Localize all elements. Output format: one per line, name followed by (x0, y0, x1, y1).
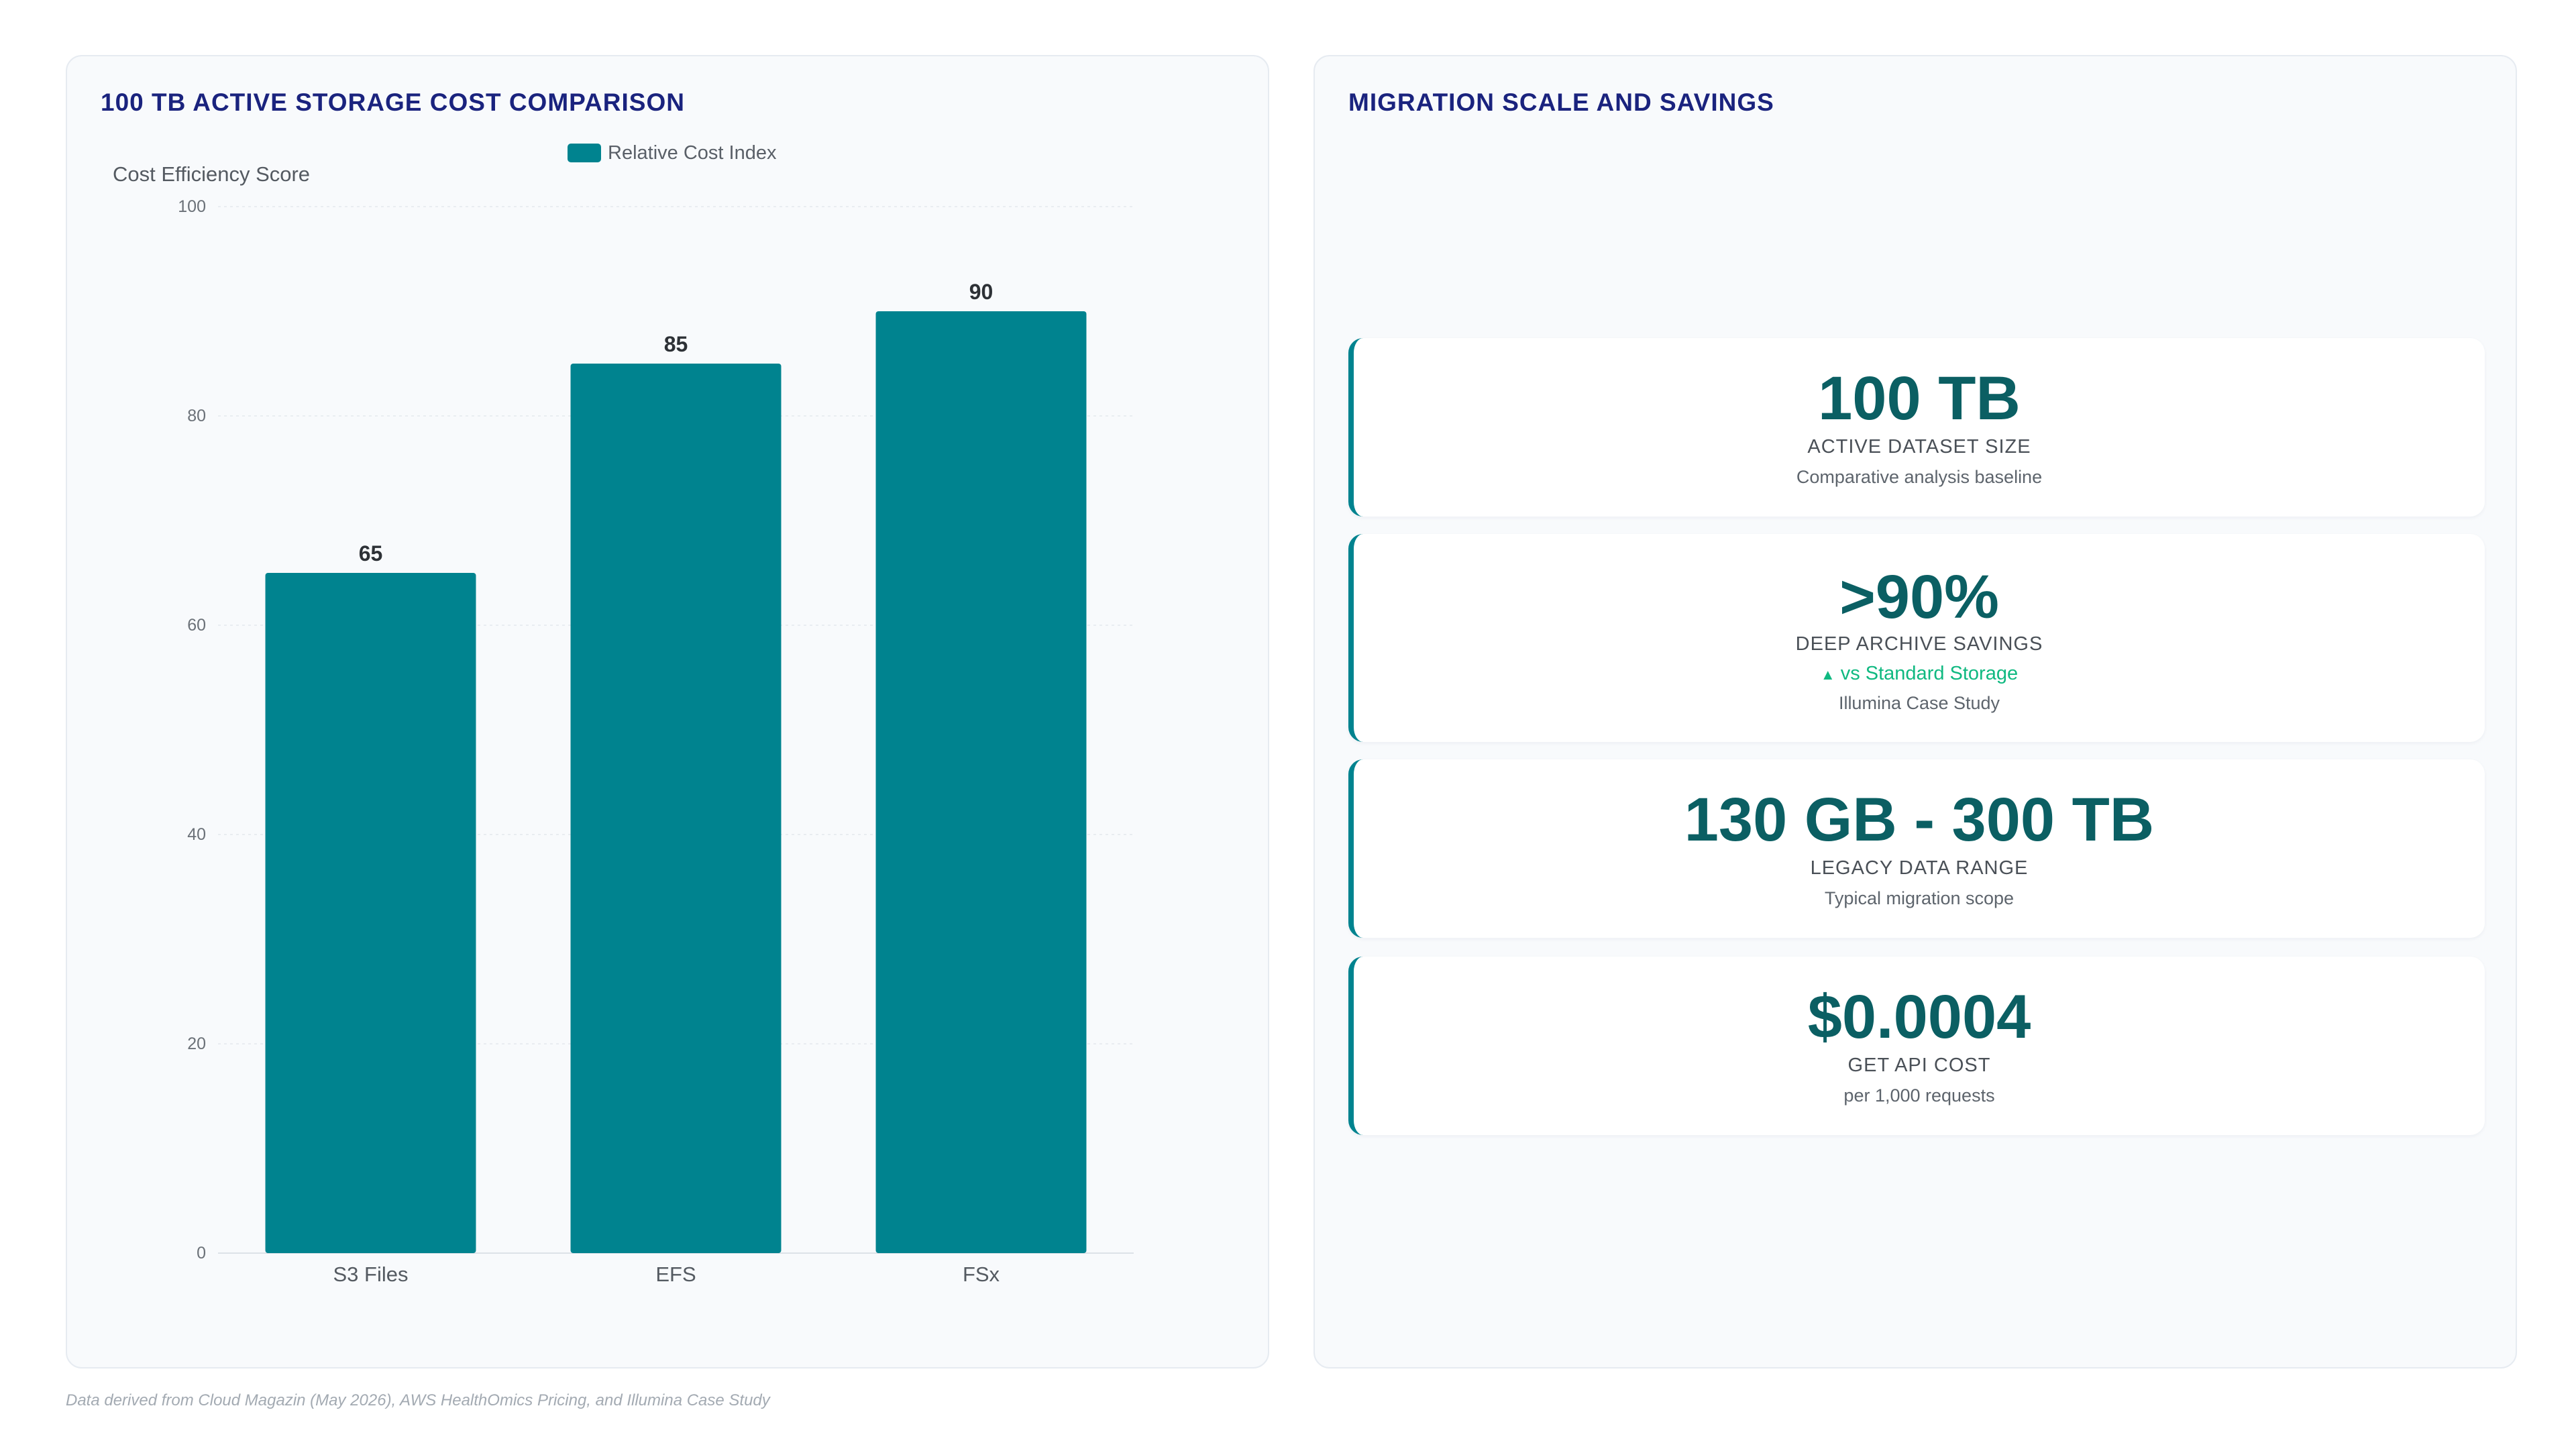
x-tick-label: EFS (655, 1263, 696, 1286)
kpi-label: DEEP ARCHIVE SAVINGS (1795, 633, 2043, 655)
bar (570, 364, 782, 1253)
kpi-trend-text: vs Standard Storage (1840, 663, 2019, 684)
bar-data-label: 90 (969, 280, 994, 304)
bar-data-label: 65 (359, 541, 383, 566)
kpi-sub: Typical migration scope (1824, 888, 2015, 908)
y-tick-label: 100 (178, 197, 206, 216)
kpi-value: 130 GB - 300 TB (1684, 786, 2155, 854)
cost-comparison-panel: 100 TB ACTIVE STORAGE COST COMPARISON 0 2… (66, 55, 1269, 1368)
x-tick-label: S3 Files (333, 1263, 409, 1286)
bar (265, 573, 476, 1253)
y-tick-label: 60 (187, 616, 206, 635)
kpi-label: GET API COST (1847, 1055, 1991, 1076)
chart-bars: 65 S3 Files 85 EFS 90 FSx (265, 280, 1087, 1286)
x-tick-label: FSx (963, 1263, 1000, 1286)
chart-legend[interactable]: Relative Cost Index (568, 142, 777, 164)
kpi-value: >90% (1839, 563, 1999, 631)
legend-swatch (568, 144, 601, 162)
cost-comparison-title: 100 TB ACTIVE STORAGE COST COMPARISON (101, 89, 685, 116)
y-tick-label: 40 (187, 825, 206, 844)
migration-panel: MIGRATION SCALE AND SAVINGS 100 TB ACTIV… (1313, 55, 2517, 1368)
kpi-card-legacy-range: 130 GB - 300 TB LEGACY DATA RANGE Typica… (1348, 759, 2485, 938)
kpi-value: $0.0004 (1807, 983, 2031, 1051)
legend-label: Relative Cost Index (608, 142, 777, 164)
kpi-card-archive-savings: >90% DEEP ARCHIVE SAVINGS ▲ vs Standard … (1348, 534, 2485, 742)
kpi-sub: Comparative analysis baseline (1796, 467, 2043, 487)
kpi-sub: Illumina Case Study (1838, 693, 2000, 713)
cost-bar-chart: 0 20 40 60 80 100 65 S3 Files 85 EFS 90 FSx Relati… (113, 142, 1134, 1286)
kpi-label: LEGACY DATA RANGE (1810, 857, 2029, 879)
y-axis-label: Cost Efficiency Score (113, 162, 310, 186)
migration-title: MIGRATION SCALE AND SAVINGS (1348, 89, 1774, 116)
kpi-card-api-cost: $0.0004 GET API COST per 1,000 requests (1348, 957, 2485, 1135)
kpi-value: 100 TB (1818, 364, 2021, 433)
source-footnote: Data derived from Cloud Magazin (May 202… (66, 1391, 770, 1409)
y-tick-label: 20 (187, 1034, 206, 1053)
bar-data-label: 85 (664, 332, 688, 356)
kpi-trend: ▲ vs Standard Storage (1354, 663, 2485, 685)
triangle-up-icon: ▲ (1820, 666, 1835, 683)
kpi-sub: per 1,000 requests (1843, 1085, 1995, 1106)
y-tick-label: 0 (197, 1244, 206, 1263)
kpi-card-dataset-size: 100 TB ACTIVE DATASET SIZE Comparative a… (1348, 338, 2485, 517)
y-tick-label: 80 (187, 407, 206, 425)
kpi-label: ACTIVE DATASET SIZE (1807, 436, 2031, 458)
bar (875, 311, 1087, 1253)
